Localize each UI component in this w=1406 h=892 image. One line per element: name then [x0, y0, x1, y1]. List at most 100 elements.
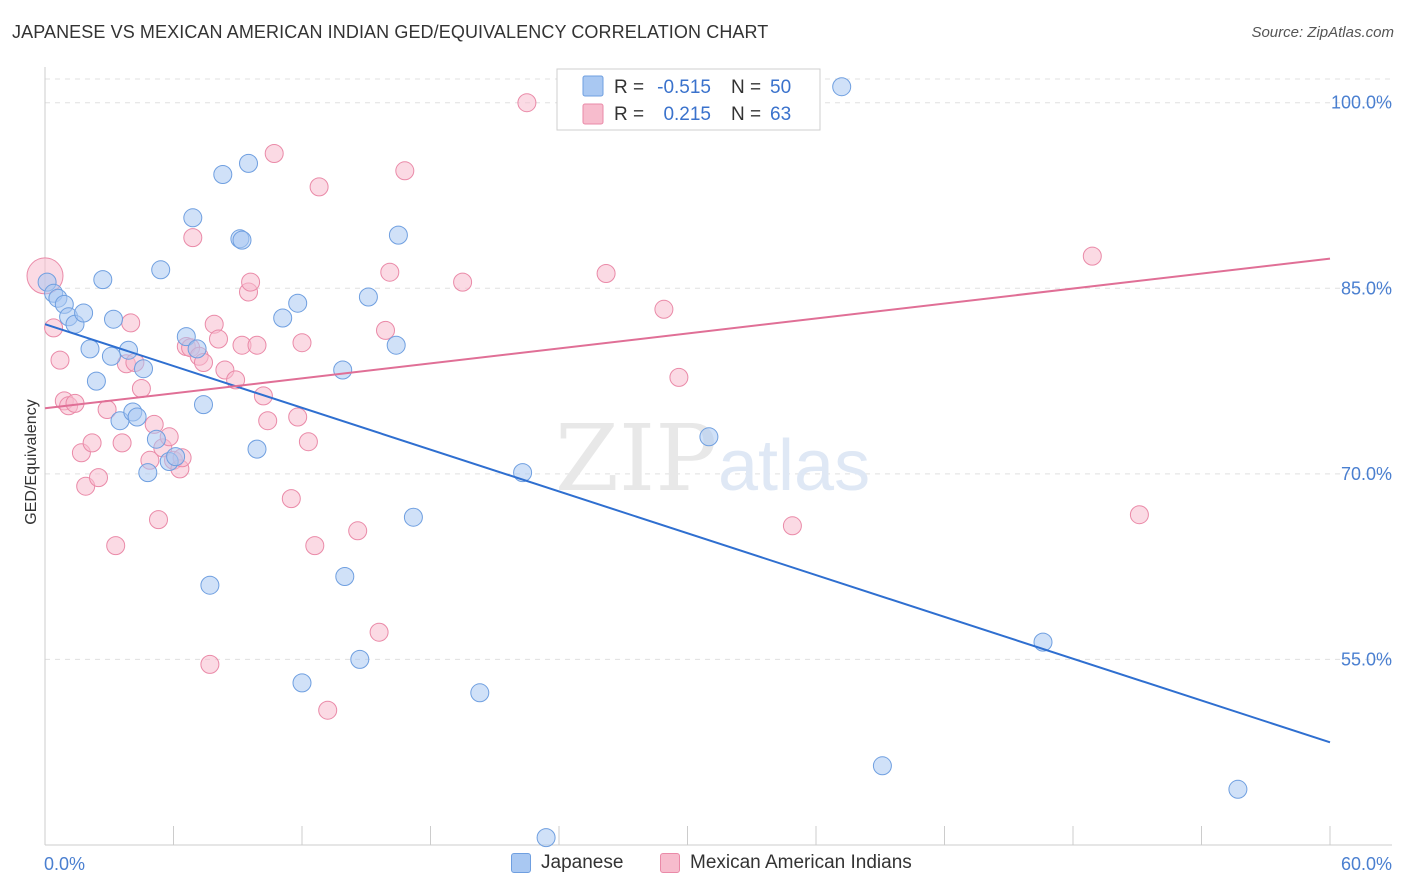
japanese-point: [176, 327, 196, 347]
x-tick-label-max: 60.0%: [1341, 854, 1392, 874]
mexican-swatch: [660, 853, 680, 873]
mexican-point: [241, 272, 261, 292]
watermark-zip: ZIP: [555, 405, 717, 512]
japanese-point: [386, 335, 406, 355]
legend-n-value-1: 50: [770, 77, 791, 98]
data-points: [26, 77, 1248, 848]
mexican-point: [1082, 246, 1102, 266]
legend-swatch-japanese: [582, 75, 604, 97]
trend-lines: [44, 257, 1331, 744]
japanese-point: [187, 339, 207, 359]
mexican-point: [298, 432, 318, 452]
mexican-point: [318, 700, 338, 720]
source-label: Source: ZipAtlas.com: [1251, 24, 1394, 41]
mexican-point: [281, 489, 301, 509]
japanese-point: [74, 303, 94, 323]
mexican-point: [82, 433, 102, 453]
mexican-point: [258, 411, 278, 431]
japanese-point: [239, 153, 258, 173]
legend-swatch-mexican: [582, 103, 604, 125]
mexican-point: [1129, 505, 1149, 525]
japanese-point: [213, 165, 233, 184]
mexican-point: [50, 350, 70, 370]
japanese-point: [1228, 779, 1248, 799]
mexican-point: [89, 468, 108, 488]
japanese-point: [247, 439, 267, 459]
mexican-point: [209, 329, 228, 349]
japanese-point: [288, 293, 308, 313]
japanese-point: [101, 346, 121, 366]
japanese-point: [470, 683, 490, 703]
bottom-legend-japanese-label: Japanese: [541, 852, 624, 873]
y-tick-label: 85.0%: [1341, 278, 1392, 298]
japanese-point: [138, 463, 158, 483]
x-tick-label-min: 0.0%: [44, 854, 85, 874]
japanese-swatch: [511, 853, 531, 873]
mexican-point: [376, 320, 395, 340]
mexican-point: [121, 313, 141, 333]
japanese-point: [699, 427, 719, 447]
mexican-point: [112, 433, 132, 453]
japanese-point: [872, 756, 892, 776]
japanese-point: [134, 359, 153, 379]
japanese-point: [333, 360, 353, 380]
mexican-point: [131, 379, 151, 398]
japanese-point: [166, 447, 186, 467]
watermark-atlas: atlas: [718, 426, 870, 506]
legend-n-value-2: 63: [770, 104, 791, 125]
japanese-point: [350, 649, 370, 669]
tick-labels: 100.0% 85.0% 70.0% 55.0% 0.0% 60.0%: [44, 93, 1392, 874]
mexican-point: [596, 264, 616, 283]
japanese-point: [832, 77, 852, 97]
japanese-point: [536, 828, 556, 848]
mexican-point: [395, 161, 415, 181]
mexican-point: [369, 622, 389, 642]
mexican-point: [200, 654, 220, 674]
japanese-point: [273, 308, 293, 328]
y-axis-label: GED/Equivalency: [23, 399, 40, 524]
mexican-point: [453, 272, 473, 292]
mexican-trend-line: [44, 257, 1331, 410]
legend-box: R = -0.515 N = 50 R = 0.215 N = 63: [556, 68, 821, 131]
bottom-legend-mexican-label: Mexican American Indians: [690, 852, 912, 873]
japanese-point: [151, 260, 171, 280]
mexican-point: [654, 299, 674, 319]
axes: [44, 67, 1392, 846]
japanese-point: [93, 270, 113, 290]
mexican-point: [106, 536, 126, 556]
japanese-trend-line: [44, 323, 1331, 744]
japanese-point: [232, 230, 252, 250]
japanese-point: [183, 208, 203, 228]
mexican-point: [309, 177, 329, 197]
bottom-legend: Japanese Mexican American Indians: [0, 852, 1406, 878]
japanese-point: [403, 507, 423, 527]
mexican-point: [669, 367, 689, 387]
legend-n-label-2: N =: [731, 104, 761, 125]
legend-r-label-2: R =: [614, 104, 644, 125]
japanese-point: [200, 575, 220, 595]
japanese-point: [104, 309, 123, 329]
japanese-point: [335, 567, 355, 586]
japanese-point: [292, 673, 312, 693]
bottom-legend-japanese: Japanese: [511, 852, 623, 874]
mexican-point: [380, 262, 400, 282]
mexican-point: [348, 521, 368, 541]
legend-n-label-1: N =: [731, 77, 761, 98]
mexican-point: [292, 333, 312, 353]
legend-r-label-1: R =: [614, 77, 644, 98]
y-tick-label: 70.0%: [1341, 464, 1392, 484]
japanese-point: [146, 429, 166, 449]
japanese-point: [80, 339, 100, 359]
japanese-point: [358, 287, 378, 307]
japanese-point: [86, 371, 106, 391]
y-tick-label: 55.0%: [1341, 649, 1392, 669]
mexican-point: [264, 144, 284, 163]
bottom-legend-mexican: Mexican American Indians: [660, 852, 912, 874]
mexican-point: [305, 536, 325, 556]
legend-r-value-2: 0.215: [663, 104, 711, 125]
mexican-point: [782, 516, 802, 536]
legend-r-value-1: -0.515: [657, 77, 711, 98]
japanese-point: [388, 225, 408, 245]
mexican-point: [517, 93, 537, 113]
